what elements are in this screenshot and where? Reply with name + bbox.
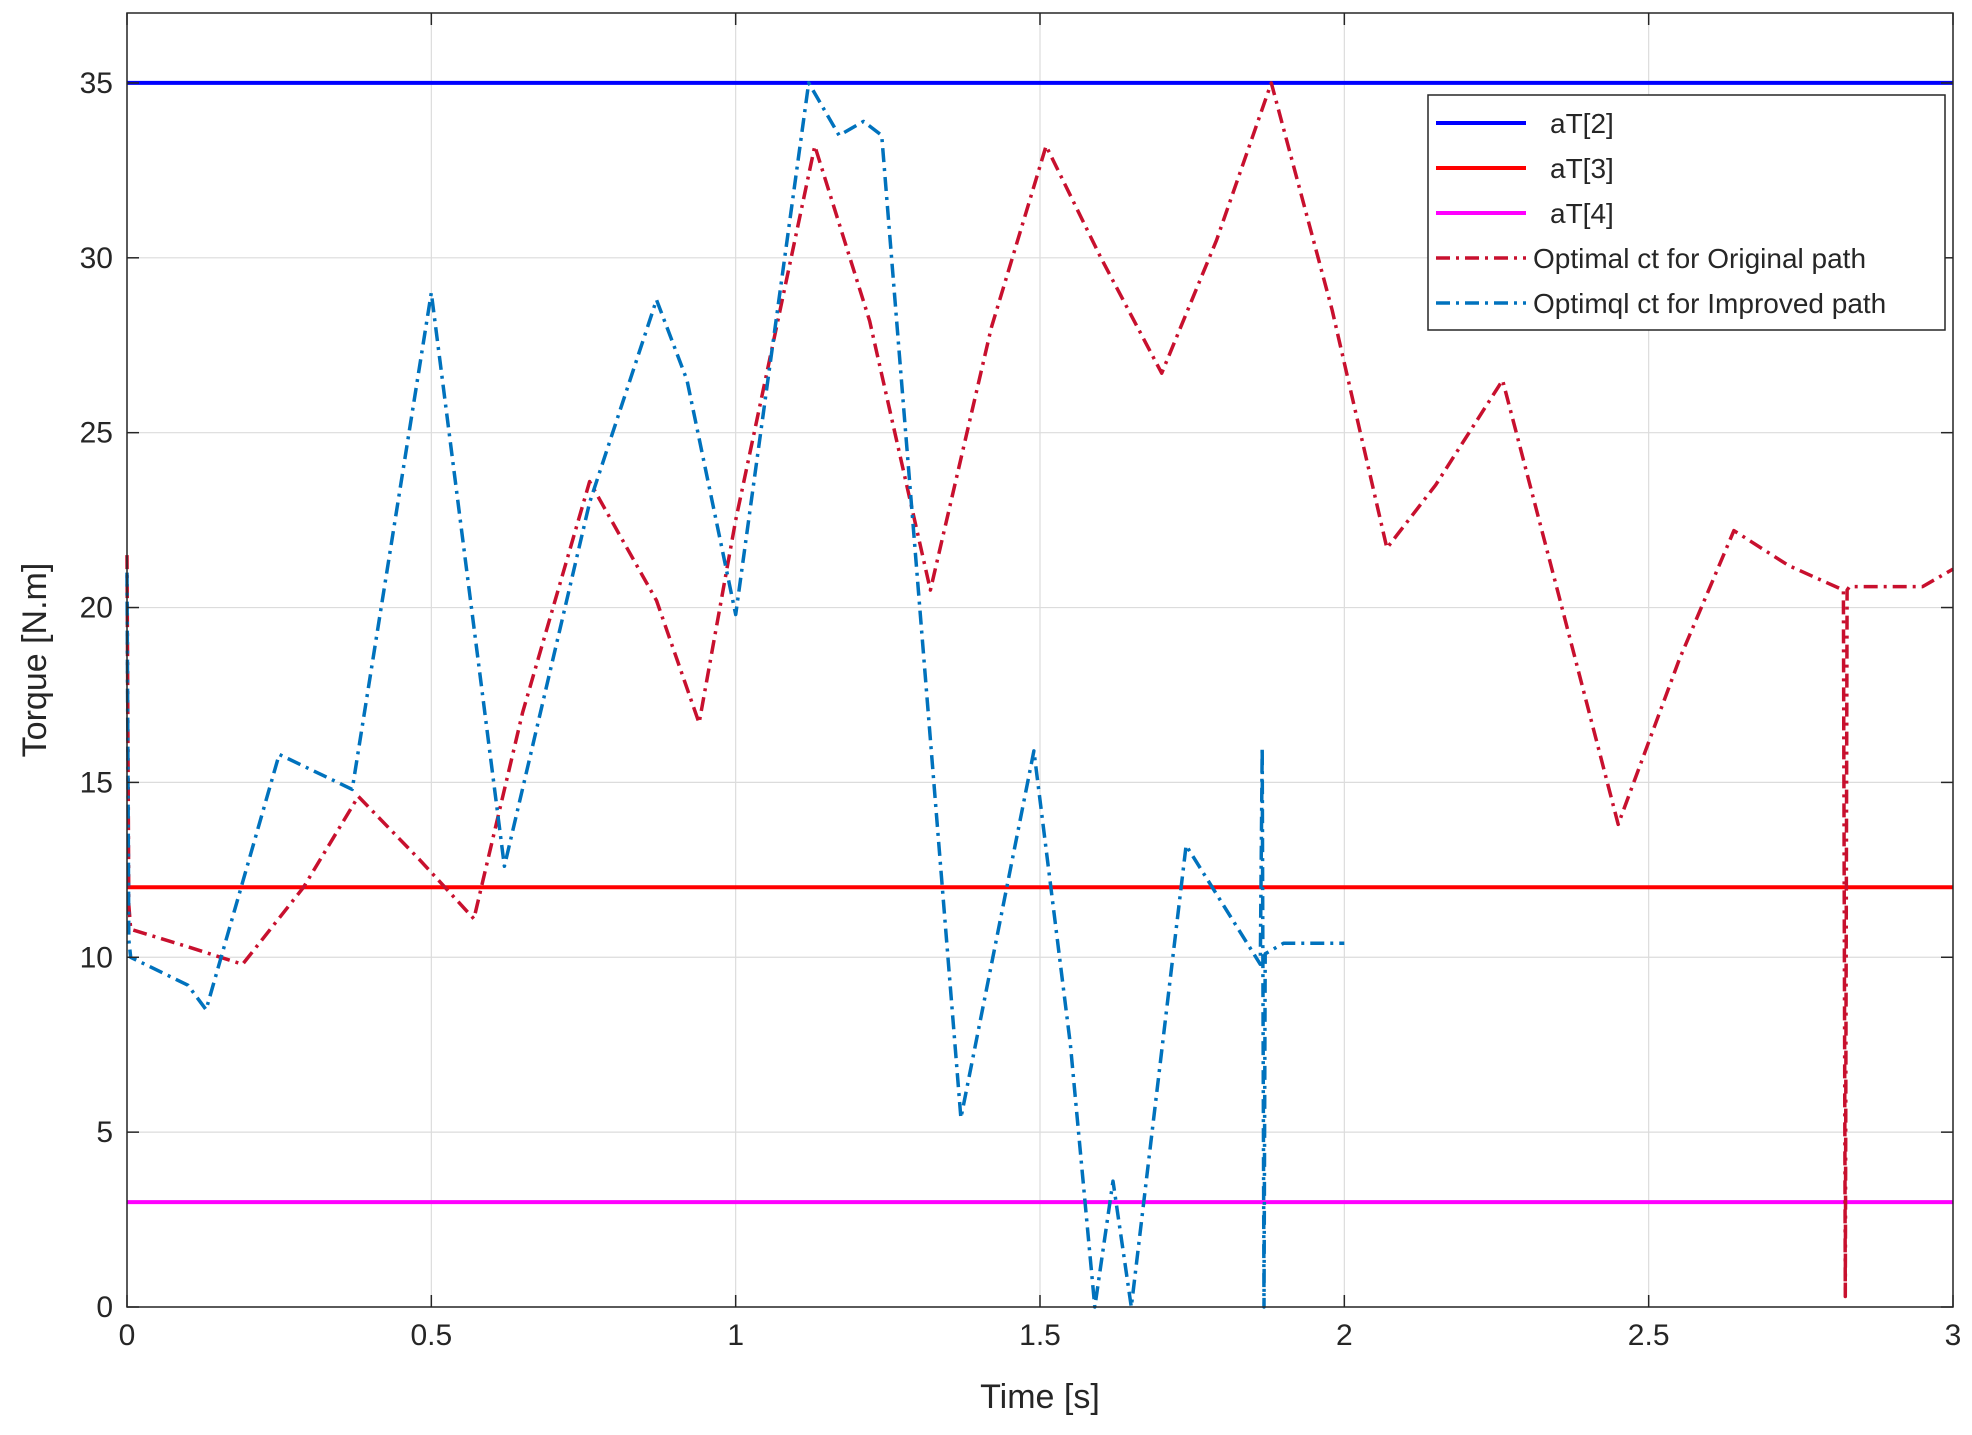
x-tick-label: 0 [119, 1319, 136, 1352]
x-tick-label: 3 [1945, 1319, 1962, 1352]
y-tick-label: 30 [80, 242, 113, 275]
legend-entry-5: Optimql ct for Improved path [1533, 288, 1886, 319]
x-tick-label: 2.5 [1628, 1319, 1670, 1352]
legend-entry-4: Optimal ct for Original path [1533, 243, 1866, 274]
x-axis-label: Time [s] [980, 1378, 1100, 1416]
y-tick-label: 0 [96, 1291, 113, 1324]
legend: aT[2] aT[3] aT[4] Optimal ct for Original p… [1427, 94, 1946, 331]
series-line-4 [125, 81, 1954, 1299]
plot-area-series [125, 80, 1954, 1309]
y-axis-label: Torque [N.m] [16, 563, 54, 758]
legend-entry-1: aT[2] [1550, 108, 1614, 139]
y-tick-label: 20 [80, 592, 113, 625]
y-tick-label: 15 [80, 766, 113, 799]
series-line-5 [125, 81, 1345, 1309]
legend-entry-2: aT[3] [1550, 153, 1614, 184]
y-tick-label: 35 [80, 67, 113, 100]
x-tick-label: 1 [727, 1319, 744, 1352]
x-tick-label: 1.5 [1019, 1319, 1061, 1352]
y-tick-label: 25 [80, 417, 113, 450]
y-tick-label: 5 [96, 1116, 113, 1149]
x-tick-label: 2 [1336, 1319, 1353, 1352]
legend-entry-3: aT[4] [1550, 198, 1614, 229]
x-tick-label: 0.5 [410, 1319, 452, 1352]
y-tick-label: 10 [80, 941, 113, 974]
